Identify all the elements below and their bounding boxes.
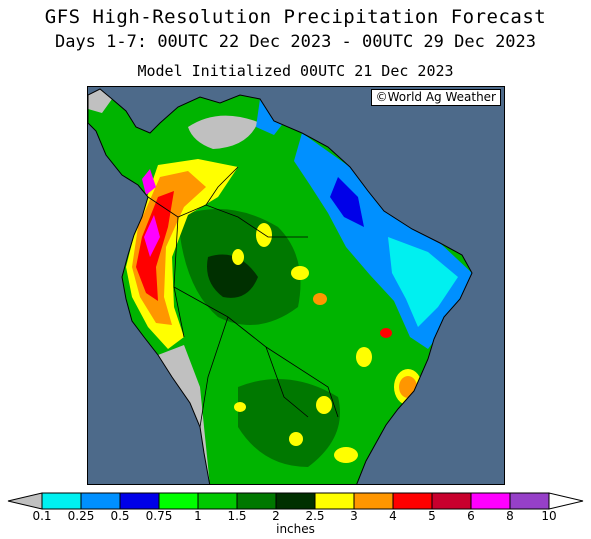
legend-tick-label: 2: [272, 509, 280, 523]
storm-cell: [313, 293, 327, 305]
legend-units: inches: [276, 522, 315, 536]
forecast-period: Days 1-7: 00UTC 22 Dec 2023 - 00UTC 29 D…: [54, 32, 537, 52]
dry-area-north: [188, 115, 258, 149]
legend-tick-label: 8: [506, 509, 514, 523]
copyright-label: ©World Ag Weather: [370, 89, 501, 106]
legend-swatch: [392, 492, 433, 510]
light-precip-ne-darkblue: [330, 177, 364, 227]
legend-swatch: [470, 492, 511, 510]
legend-ticks: 0.1 0.25 0.5 0.75 1 1.5 2 2.5 3 4 5 6 8 10: [0, 509, 591, 523]
legend-tick-label: 3: [350, 509, 358, 523]
legend-swatch: [119, 492, 160, 510]
legend-swatch: [275, 492, 316, 510]
storm-cell: [234, 402, 246, 412]
heavy-precip-andes-magenta: [144, 215, 160, 257]
storm-cell: [289, 432, 303, 446]
color-legend: [7, 492, 584, 510]
legend-tick-label: 2.5: [305, 509, 325, 523]
legend-swatch: [314, 492, 355, 510]
storm-cell: [256, 223, 272, 247]
legend-swatch: [353, 492, 394, 510]
legend-tick-label: 1: [194, 509, 202, 523]
legend-tick-label: 6: [467, 509, 475, 523]
heavy-precip-colombia-magenta: [142, 169, 156, 195]
legend-tick-label: 0.75: [145, 509, 173, 523]
map-title: GFS High-Resolution Precipitation Foreca…: [44, 6, 547, 28]
light-precip-ne-cyan: [388, 237, 458, 327]
legend-tick-label: 0.5: [110, 509, 130, 523]
dry-area-northwest: [88, 89, 112, 113]
legend-swatch: [80, 492, 121, 510]
legend-tick-label: 0.25: [67, 509, 95, 523]
legend-swatch: [431, 492, 472, 510]
legend-swatch: [197, 492, 238, 510]
precipitation-map: ©World Ag Weather: [87, 86, 505, 485]
green-south: [238, 379, 340, 467]
legend-arrow-below: [7, 492, 43, 510]
storm-cell: [380, 328, 392, 338]
legend-swatch: [236, 492, 277, 510]
legend-arrow-above: [548, 492, 584, 510]
storm-cell: [291, 266, 309, 280]
legend-swatch: [41, 492, 82, 510]
legend-swatch: [158, 492, 199, 510]
country-borders: [147, 166, 339, 428]
legend-tick-label: 0.1: [32, 509, 52, 523]
legend-swatch: [509, 492, 550, 510]
legend-tick-label: 10: [541, 509, 557, 523]
storm-cell: [232, 249, 244, 265]
legend-tick-label: 4: [389, 509, 397, 523]
storm-cell: [334, 447, 358, 463]
legend-tick-label: 5: [428, 509, 436, 523]
model-init-time: Model Initialized 00UTC 21 Dec 2023: [137, 62, 454, 80]
legend-tick-label: 1.5: [227, 509, 247, 523]
green-interior-2: [207, 254, 258, 298]
storm-cell: [316, 396, 332, 414]
storm-cell: [356, 347, 372, 367]
